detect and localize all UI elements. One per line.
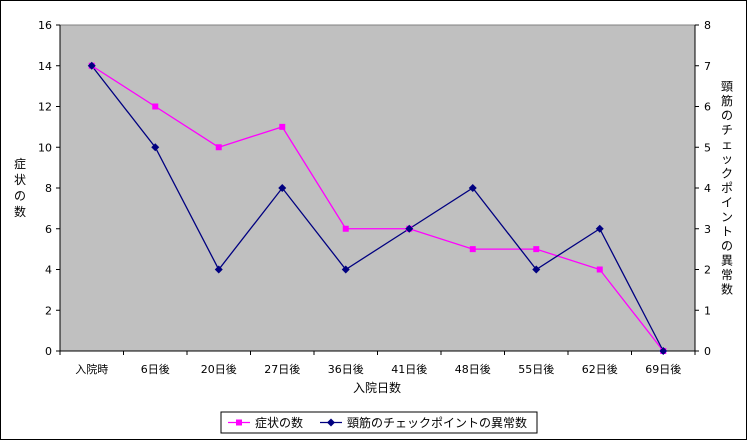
series-point-0 — [469, 246, 476, 253]
series-point-0 — [215, 144, 222, 151]
right-tick-label: 2 — [704, 264, 711, 277]
right-axis-ticks: 0 1 2 3 4 5 6 7 8 — [695, 19, 711, 358]
plot-area — [59, 24, 696, 352]
left-axis-ticks: 0 2 4 6 8 10 12 14 16 — [38, 19, 60, 358]
x-tick-label: 41日後 — [391, 362, 427, 376]
right-tick-label: 6 — [704, 101, 711, 114]
left-tick-label: 10 — [38, 141, 52, 154]
series-point-0 — [342, 225, 349, 232]
left-tick-label: 0 — [45, 345, 52, 358]
left-tick-label: 16 — [38, 19, 52, 32]
series-markers — [87, 61, 668, 355]
x-tick-label: 55日後 — [518, 362, 554, 376]
x-tick-label: 69日後 — [645, 362, 681, 376]
right-tick-label: 5 — [704, 141, 711, 154]
series-point-0 — [596, 266, 603, 273]
series-point-1 — [659, 347, 668, 355]
series-point-1 — [532, 265, 541, 274]
left-tick-label: 8 — [45, 182, 52, 195]
x-tick-label: 6日後 — [141, 362, 170, 376]
y-axis-title-text: 症状の数 — [14, 156, 26, 219]
right-tick-label: 1 — [704, 304, 711, 317]
x-tick-label: 20日後 — [201, 362, 237, 376]
series-point-1 — [278, 184, 287, 192]
series-point-1 — [468, 184, 477, 192]
series-point-0 — [279, 123, 286, 130]
left-tick-label: 14 — [38, 60, 52, 73]
series-lines — [91, 65, 664, 352]
series-point-0 — [533, 246, 540, 253]
right-tick-label: 8 — [704, 19, 711, 32]
left-tick-label: 2 — [45, 304, 52, 317]
y2-axis-title-text: 頸筋のチェックポイントの異常数 — [721, 80, 733, 297]
legend-box — [220, 411, 538, 434]
left-tick-label: 6 — [45, 223, 52, 236]
x-tick-label: 48日後 — [455, 362, 491, 376]
series-point-1 — [214, 265, 223, 274]
y-axis-title: 症状の数 — [14, 156, 26, 219]
series-point-1 — [151, 143, 160, 152]
legend-marker-0 — [236, 419, 242, 426]
series-line-1 — [91, 65, 664, 352]
x-tick-label: 36日後 — [328, 362, 364, 376]
x-axis-ticks: 入院時 6日後 20日後 27日後 36日後 41日後 48日後 55日後 62日後 69日後 — [59, 351, 696, 376]
right-tick-label: 0 — [704, 345, 711, 358]
legend-label-1: 頸筋のチェックポイントの異常数 — [347, 415, 527, 430]
series-point-0 — [152, 103, 159, 110]
x-tick-label: 入院時 — [75, 362, 108, 376]
right-tick-label: 7 — [704, 60, 711, 73]
series-point-1 — [405, 224, 414, 233]
x-axis-title: 入院日数 — [353, 380, 401, 395]
right-tick-label: 4 — [704, 182, 711, 195]
left-tick-label: 4 — [45, 264, 52, 277]
series-point-1 — [87, 61, 96, 70]
series-point-1 — [595, 224, 604, 233]
legend-marker-1 — [327, 418, 335, 427]
legend: 症状の数 頸筋のチェックポイントの異常数 — [220, 411, 538, 434]
x-tick-label: 62日後 — [582, 362, 618, 376]
legend-label-0: 症状の数 — [255, 415, 303, 430]
left-tick-label: 12 — [38, 101, 52, 114]
y2-axis-title: 頸筋のチェックポイントの異常数 — [721, 80, 733, 297]
legend-items: 症状の数 頸筋のチェックポイントの異常数 — [228, 415, 527, 430]
series-point-1 — [341, 265, 350, 274]
right-tick-label: 3 — [704, 223, 711, 236]
series-line-0 — [91, 65, 664, 352]
x-tick-label: 27日後 — [264, 362, 300, 376]
